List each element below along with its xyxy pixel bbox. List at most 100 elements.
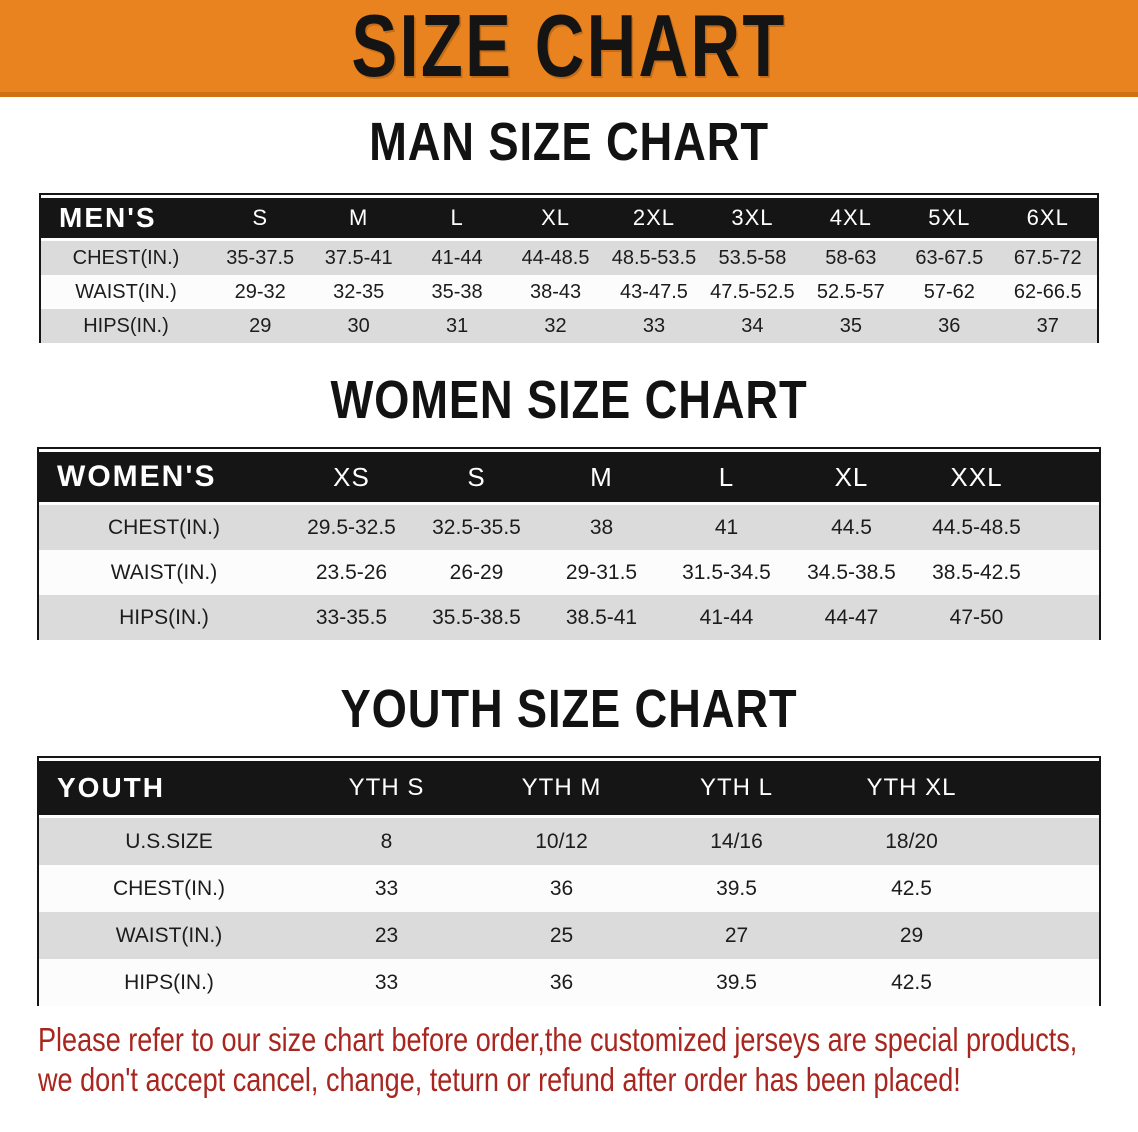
size-value-cell: 42.5 xyxy=(891,970,932,994)
size-value-cell: 18/20 xyxy=(885,829,938,853)
size-column-header: L xyxy=(407,195,507,241)
size-column-header: 2XL xyxy=(604,195,704,241)
youth-section-heading: YOUTH SIZE CHART xyxy=(340,679,798,739)
row-spacer-cell xyxy=(1039,505,1099,550)
size-value-cell: 33 xyxy=(374,970,399,994)
row-label: WAIST(IN.) xyxy=(115,923,223,947)
size-value-cell: 43-47.5 xyxy=(620,280,688,303)
row-label: CHEST(IN.) xyxy=(108,515,220,539)
size-value-cell: 27 xyxy=(724,923,749,947)
size-column-header: M xyxy=(309,195,408,241)
size-value-cell: 39.5 xyxy=(716,876,757,900)
size-value-cell: 29-31.5 xyxy=(565,560,638,584)
size-value-cell: 38.5-42.5 xyxy=(932,560,1021,584)
size-value-cell: 29 xyxy=(249,314,272,337)
size-value-cell: 42.5 xyxy=(891,876,932,900)
size-value-cell: 26-29 xyxy=(449,560,504,584)
size-value-cell: 34.5-38.5 xyxy=(807,560,896,584)
size-value-cell: 36 xyxy=(938,314,961,337)
size-column-header: M xyxy=(539,449,664,505)
youth-size-table: YOUTH YTH S YTH M YTH L YTH XL U.S.SIZE 8 10/… xyxy=(37,756,1101,1006)
women-section-heading: WOMEN SIZE CHART xyxy=(330,370,808,430)
disclaimer-line-2: we don't accept cancel, change, teturn o… xyxy=(38,1061,961,1098)
size-value-cell: 37 xyxy=(1036,314,1059,337)
size-column-header: 6XL xyxy=(998,195,1097,241)
banner-title: SIZE CHART xyxy=(351,0,787,95)
size-value-cell: 53.5-58 xyxy=(718,246,787,269)
men-group-label: MEN'S xyxy=(41,195,211,241)
size-value-cell: 25 xyxy=(549,923,574,947)
youth-header-row: YOUTH YTH S YTH M YTH L YTH XL xyxy=(39,758,1099,818)
row-label: U.S.SIZE xyxy=(125,829,213,853)
size-value-cell: 32.5-35.5 xyxy=(432,515,521,539)
size-value-cell: 41 xyxy=(714,515,739,539)
header-spacer-cell xyxy=(999,758,1099,818)
row-label: WAIST(IN.) xyxy=(75,280,177,303)
size-value-cell: 52.5-57 xyxy=(816,280,885,303)
size-value-cell: 44-47 xyxy=(824,605,879,629)
size-value-cell: 38 xyxy=(589,515,614,539)
table-row: CHEST(IN.) 29.5-32.5 32.5-35.5 38 41 44.5 44.5… xyxy=(39,505,1099,550)
row-spacer-cell xyxy=(999,959,1099,1006)
youth-group-label: YOUTH xyxy=(39,758,299,818)
size-value-cell: 33 xyxy=(374,876,399,900)
row-label: HIPS(IN.) xyxy=(83,314,169,337)
table-row: CHEST(IN.) 33 36 39.5 42.5 xyxy=(39,865,1099,912)
size-value-cell: 29-32 xyxy=(234,280,286,303)
row-label: CHEST(IN.) xyxy=(113,876,225,900)
size-column-header: XS xyxy=(289,449,414,505)
size-value-cell: 57-62 xyxy=(923,280,975,303)
row-spacer-cell xyxy=(999,912,1099,959)
table-row: HIPS(IN.) 33-35.5 35.5-38.5 38.5-41 41-44 44-… xyxy=(39,595,1099,640)
row-label: WAIST(IN.) xyxy=(110,560,218,584)
size-value-cell: 37.5-41 xyxy=(324,246,393,269)
women-group-label: WOMEN'S xyxy=(39,449,289,505)
size-value-cell: 35-38 xyxy=(431,280,483,303)
size-value-cell: 31.5-34.5 xyxy=(682,560,771,584)
row-label: HIPS(IN.) xyxy=(124,970,214,994)
row-spacer-cell xyxy=(999,865,1099,912)
size-column-header: XL xyxy=(789,449,914,505)
size-value-cell: 44.5-48.5 xyxy=(932,515,1021,539)
size-value-cell: 34 xyxy=(741,314,764,337)
size-value-cell: 41-44 xyxy=(699,605,754,629)
size-column-header: S xyxy=(211,195,310,241)
size-value-cell: 36 xyxy=(549,876,574,900)
size-column-header: YTH M xyxy=(474,758,649,818)
youth-table-body: U.S.SIZE 8 10/12 14/16 18/20 CHEST(IN.) 33 36 39… xyxy=(39,818,1099,1006)
header-spacer-cell xyxy=(1039,449,1099,505)
man-section-heading: MAN SIZE CHART xyxy=(369,112,769,172)
women-header-row: WOMEN'S XS S M L XL XXL xyxy=(39,449,1099,505)
row-spacer-cell xyxy=(1039,550,1099,595)
disclaimer-line-1: Please refer to our size chart before or… xyxy=(38,1021,1078,1058)
size-value-cell: 29.5-32.5 xyxy=(307,515,396,539)
size-column-header: S xyxy=(414,449,539,505)
table-row: CHEST(IN.) 35-37.5 37.5-41 41-44 44-48.5 48.5… xyxy=(41,241,1097,275)
size-value-cell: 39.5 xyxy=(716,970,757,994)
men-size-table: MEN'S S M L XL 2XL 3XL 4XL 5XL 6XL CHEST(IN.) 35-… xyxy=(39,193,1099,343)
women-table-body: CHEST(IN.) 29.5-32.5 32.5-35.5 38 41 44.5 44.5… xyxy=(39,505,1099,640)
size-column-header: XL xyxy=(506,195,605,241)
row-label: CHEST(IN.) xyxy=(72,246,180,269)
size-column-header: YTH S xyxy=(299,758,474,818)
size-value-cell: 44.5 xyxy=(831,515,872,539)
size-value-cell: 23 xyxy=(374,923,399,947)
row-spacer-cell xyxy=(1039,595,1099,640)
size-value-cell: 23.5-26 xyxy=(315,560,388,584)
size-value-cell: 38.5-41 xyxy=(565,605,638,629)
size-column-header: 4XL xyxy=(801,195,901,241)
table-row: WAIST(IN.) 23.5-26 26-29 29-31.5 31.5-34.5 34… xyxy=(39,550,1099,595)
men-header-row: MEN'S S M L XL 2XL 3XL 4XL 5XL 6XL xyxy=(41,195,1097,241)
table-row: HIPS(IN.) 33 36 39.5 42.5 xyxy=(39,959,1099,1006)
size-value-cell: 47.5-52.5 xyxy=(710,280,795,303)
row-label: HIPS(IN.) xyxy=(119,605,209,629)
size-column-header: L xyxy=(664,449,789,505)
table-row: WAIST(IN.) 29-32 32-35 35-38 38-43 43-47.5 47.… xyxy=(41,275,1097,309)
table-row: HIPS(IN.) 29 30 31 32 33 34 35 36 37 xyxy=(41,309,1097,343)
size-value-cell: 32 xyxy=(544,314,567,337)
size-value-cell: 35 xyxy=(839,314,862,337)
size-value-cell: 63-67.5 xyxy=(915,246,984,269)
size-value-cell: 35-37.5 xyxy=(226,246,295,269)
women-size-table: WOMEN'S XS S M L XL XXL CHEST(IN.) 29.5-32.5 32… xyxy=(37,447,1101,640)
row-spacer-cell xyxy=(999,818,1099,865)
